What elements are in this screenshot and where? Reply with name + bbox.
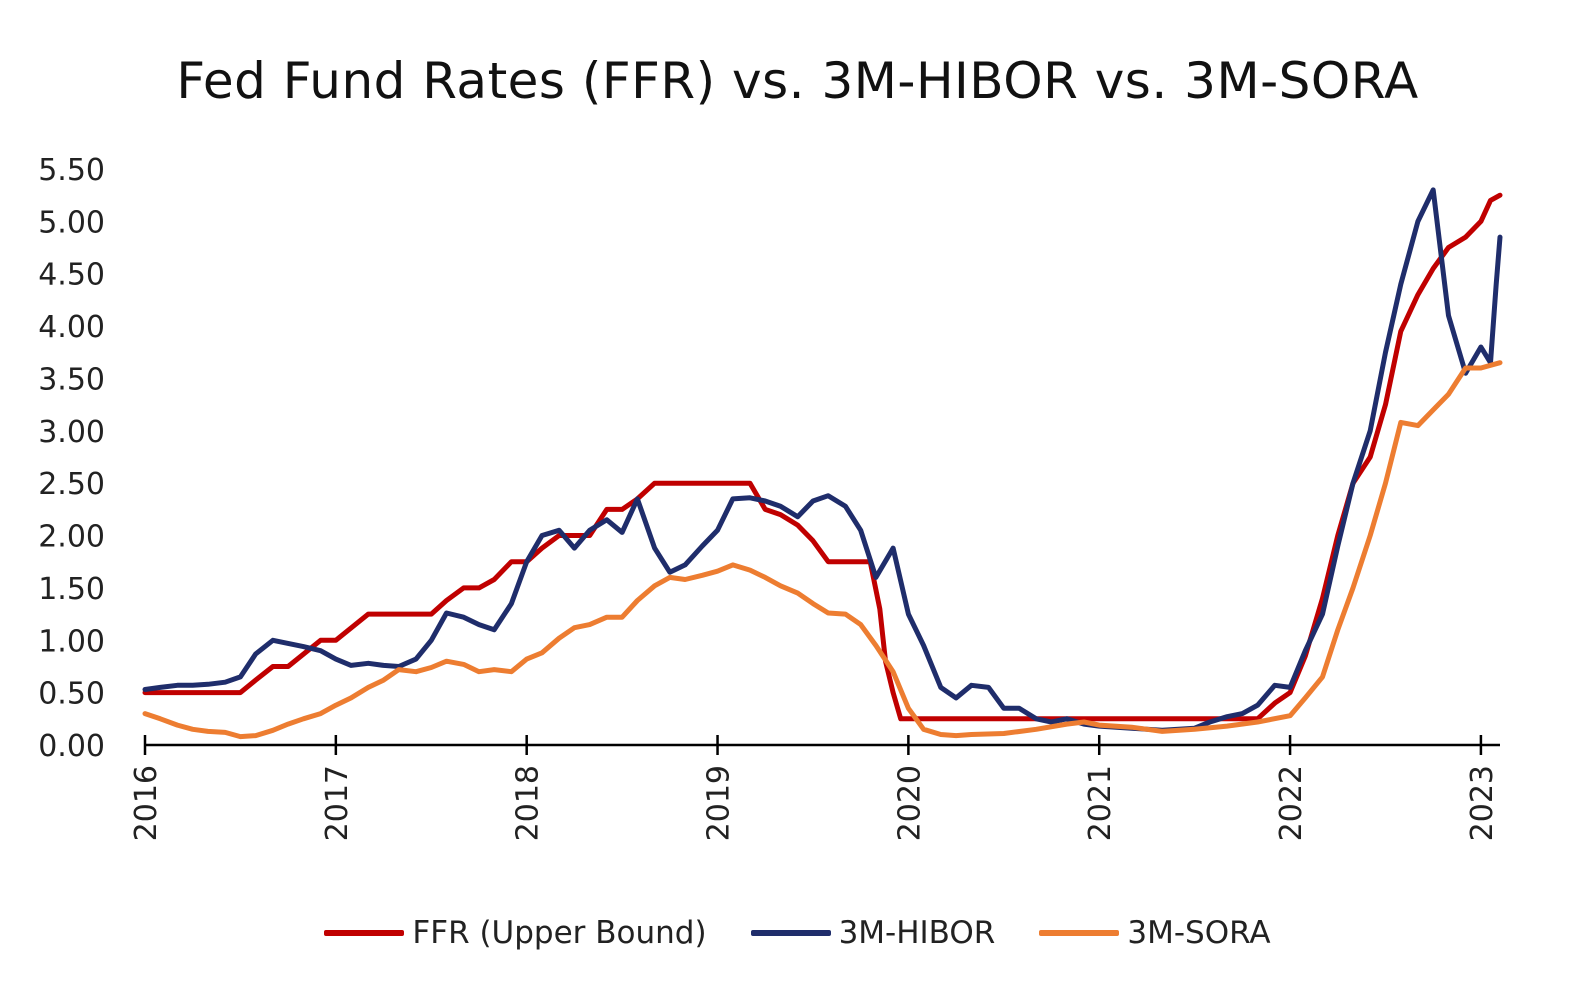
legend-label: 3M-HIBOR — [838, 915, 996, 951]
x-tick-label: 2020 — [892, 765, 927, 841]
x-tick-label: 2023 — [1465, 765, 1500, 841]
legend-item: FFR (Upper Bound) — [324, 915, 707, 951]
y-tick-label: 4.00 — [38, 310, 105, 345]
axes: 0.00 0.50 1.00 1.50 2.00 2.50 3.00 3.50 4.00 4.50… — [38, 153, 1500, 841]
legend-label: FFR (Upper Bound) — [412, 915, 707, 951]
series-layer — [142, 187, 1503, 740]
y-tick-label: 1.50 — [38, 572, 105, 607]
y-tick-label: 5.00 — [38, 205, 105, 240]
legend: FFR (Upper Bound) 3M-HIBOR 3M-SORA — [0, 915, 1595, 951]
y-tick-label: 2.00 — [38, 520, 105, 555]
y-tick-label: 3.00 — [38, 415, 105, 450]
x-tick-label: 2022 — [1274, 765, 1309, 841]
y-tick-label: 3.50 — [38, 362, 105, 397]
x-tick-label: 2019 — [702, 765, 737, 841]
series-line-3m-sora — [142, 360, 1503, 740]
legend-item: 3M-SORA — [1039, 915, 1271, 951]
legend-swatch — [750, 930, 831, 936]
legend-swatch — [324, 930, 405, 936]
y-tick-label: 5.50 — [38, 153, 105, 188]
chart-title: Fed Fund Rates (FFR) vs. 3M-HIBOR vs. 3M… — [176, 52, 1419, 110]
x-tick-label: 2021 — [1083, 765, 1118, 841]
x-tick-label: 2017 — [320, 765, 355, 841]
y-tick-label: 0.00 — [38, 729, 105, 764]
series-line-ffr-upper-bound — [142, 192, 1503, 722]
y-tick-label: 0.50 — [38, 677, 105, 712]
x-tick-label: 2018 — [511, 765, 546, 841]
legend-item: 3M-HIBOR — [750, 915, 996, 951]
series-line-3m-hibor — [142, 187, 1503, 733]
y-tick-label: 2.50 — [38, 467, 105, 502]
y-tick-label: 1.00 — [38, 624, 105, 659]
legend-label: 3M-SORA — [1127, 915, 1271, 951]
x-tick-label: 2016 — [129, 765, 164, 841]
y-tick-label: 4.50 — [38, 258, 105, 293]
legend-swatch — [1039, 930, 1120, 936]
